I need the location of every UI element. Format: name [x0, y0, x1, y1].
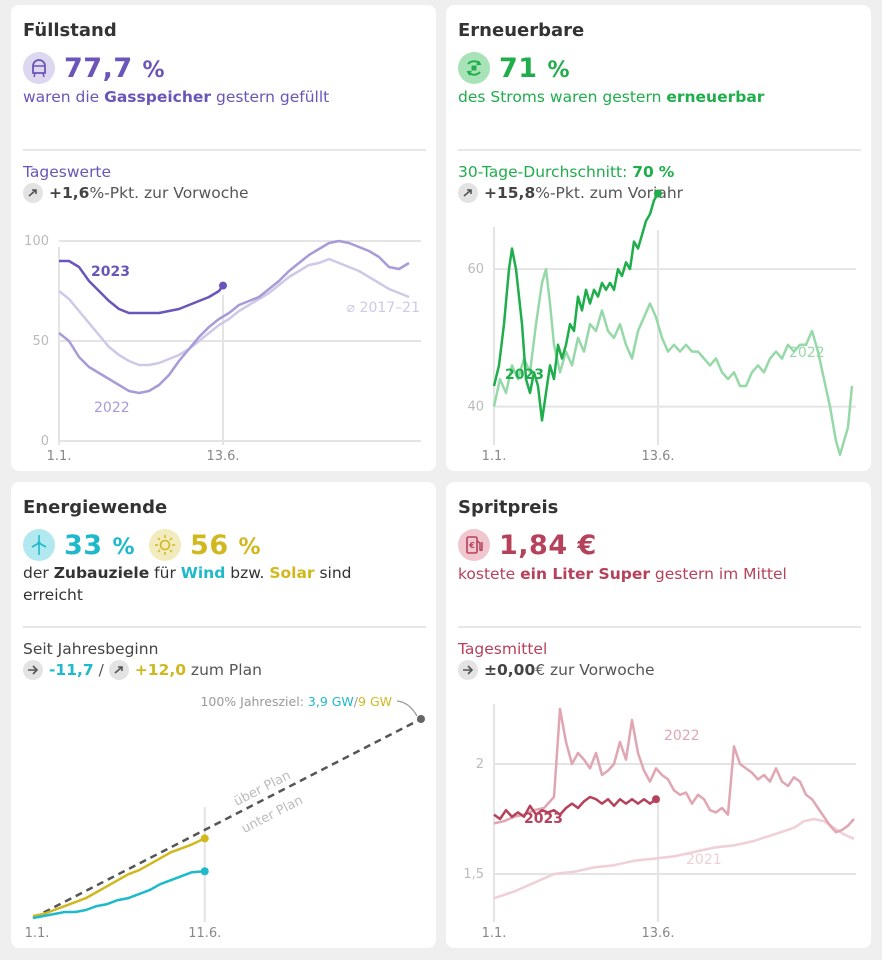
- section-title: Tagesmittel: [458, 640, 548, 658]
- big-value-row: 77,7 %: [23, 51, 165, 85]
- section-title: Tageswerte: [23, 163, 112, 181]
- x-tick-label: 13.6.: [641, 926, 674, 941]
- fuel-price-chart: 1,5 2 1.1. 13.6. 2023 2022 2021: [463, 704, 856, 941]
- sun-icon: [149, 529, 182, 561]
- annotation-part: 9 GW: [358, 694, 392, 709]
- series-label: ⌀ 2017–21: [347, 300, 420, 316]
- current-value-dot: [219, 281, 227, 290]
- divider: [458, 149, 861, 151]
- current-value-dot: [654, 189, 662, 198]
- y-tick-label: 40: [467, 400, 484, 415]
- series-label: 2021: [686, 852, 722, 868]
- fuel-price-description: kostete ein Liter Super gestern im Mitte…: [458, 565, 787, 583]
- arrow-right-icon: [458, 660, 478, 680]
- renewable-share-value: 71 %: [499, 52, 571, 84]
- wind-value: 33 %: [64, 529, 136, 561]
- x-tick-label: 1.1.: [25, 926, 50, 941]
- annotation-part: /: [354, 694, 359, 709]
- weekly-change: ±0,00 € zur Vorwoche: [458, 660, 655, 680]
- card-energiewende: Energiewende 33 % 56 % der Zubauziele fü…: [11, 482, 436, 948]
- series-label: 2023: [91, 264, 130, 280]
- card-title: Spritpreis: [458, 497, 559, 518]
- fill-level-value: 77,7 %: [64, 52, 166, 84]
- card-erneuerbare: Erneuerbare 71 % des Stroms waren gester…: [446, 5, 871, 471]
- target-dot: [417, 715, 425, 723]
- big-value-row: € 1,84 €: [458, 528, 597, 562]
- series-line-2023: [492, 192, 660, 422]
- x-tick-label: 11.6.: [188, 926, 221, 941]
- big-value-row: 33 % 56 %: [23, 528, 261, 562]
- yearly-change: +15,8 %-Pkt. zum Vorjahr: [458, 183, 683, 203]
- divider: [23, 149, 426, 151]
- series-label: 2022: [664, 728, 700, 744]
- target-annotation: 100% Jahresziel: 3,9 GW/9 GW: [200, 694, 392, 709]
- y-tick-label: 0: [41, 434, 49, 449]
- arrow-up-right-icon: [108, 660, 129, 680]
- divider: [458, 626, 861, 628]
- current-value-dot: [200, 867, 209, 876]
- x-tick-label: 13.6.: [641, 449, 674, 464]
- arrow-up-right-icon: [458, 183, 478, 203]
- annotation-part: 100% Jahresziel:: [200, 694, 307, 709]
- series-line-wind: [32, 869, 205, 920]
- current-value-dot: [652, 795, 660, 804]
- series-line-2022: [492, 267, 854, 457]
- energy-transition-description: der Zubauziele für Wind bzw. Solar sind e…: [23, 564, 352, 604]
- fill-level-description: waren die Gasspeicher gestern gefüllt: [23, 88, 330, 106]
- arrow-up-right-icon: [23, 183, 43, 203]
- card-title: Füllstand: [23, 20, 117, 41]
- series-line-2023: [59, 259, 225, 315]
- wind-turbine-icon: [23, 529, 55, 561]
- solar-value: 56 %: [190, 529, 262, 561]
- y-tick-label: 1,5: [463, 867, 484, 882]
- weekly-change: +1,6 %-Pkt. zur Vorwoche: [23, 183, 249, 203]
- annotation-part: 3,9 GW: [308, 694, 354, 709]
- x-tick-label: 13.6.: [206, 449, 239, 464]
- current-value-dot: [200, 834, 209, 843]
- fill-level-chart: 0 50 100 1.1. 13.6. 2023 2022 ⌀ 2017–21: [24, 234, 421, 464]
- y-tick-label: 50: [32, 334, 49, 349]
- y-tick-label: 2: [476, 757, 484, 772]
- card-title: Erneuerbare: [458, 20, 585, 41]
- fuel-price-value: 1,84 €: [499, 529, 597, 561]
- section-title: 30-Tage-Durchschnitt: 70 %: [458, 163, 675, 181]
- series-line-2022: [58, 239, 410, 395]
- x-tick-label: 1.1.: [47, 449, 72, 464]
- renewable-chart: 40 60 1.1. 13.6. 2023 2022: [467, 189, 856, 464]
- big-value-row: 71 %: [458, 51, 570, 85]
- series-label: 2023: [524, 811, 563, 827]
- plan-line: [32, 717, 422, 920]
- section-title: Seit Jahresbeginn: [23, 640, 159, 658]
- series-line-solar: [32, 837, 206, 918]
- y-tick-label: 60: [467, 262, 484, 277]
- y-tick-label: 100: [24, 234, 49, 249]
- renewable-description: des Stroms waren gestern erneuerbar: [458, 88, 765, 106]
- series-label: 2023: [505, 367, 544, 383]
- annotation-leader: [396, 700, 418, 717]
- series-line-2021: [493, 817, 855, 900]
- plan-change: -11,7 / +12,0 zum Plan: [23, 660, 262, 680]
- divider: [23, 626, 426, 628]
- x-tick-label: 1.1.: [482, 926, 507, 941]
- series-line-201721: [58, 257, 410, 367]
- energy-transition-chart: 1.1. 11.6.100% Jahresziel: 3,9 GW/9 GWübe…: [25, 694, 425, 941]
- x-tick-label: 1.1.: [482, 449, 507, 464]
- svg-text:€: €: [468, 541, 475, 550]
- series-line-2023: [493, 795, 657, 821]
- fuel-pump-icon: €: [458, 529, 490, 561]
- series-line-2022: [493, 707, 855, 834]
- series-label: 2022: [94, 400, 130, 416]
- series-label: 2022: [789, 345, 825, 361]
- card-title: Energiewende: [23, 497, 168, 518]
- card-fuellstand: Füllstand 77,7 % waren die Gasspeicher g…: [11, 5, 436, 471]
- card-spritpreis: Spritpreis € 1,84 € kostete ein Liter Su…: [446, 482, 871, 948]
- gas-storage-icon: [23, 52, 55, 84]
- recycle-plug-icon: [458, 52, 490, 84]
- arrow-right-icon: [23, 660, 43, 680]
